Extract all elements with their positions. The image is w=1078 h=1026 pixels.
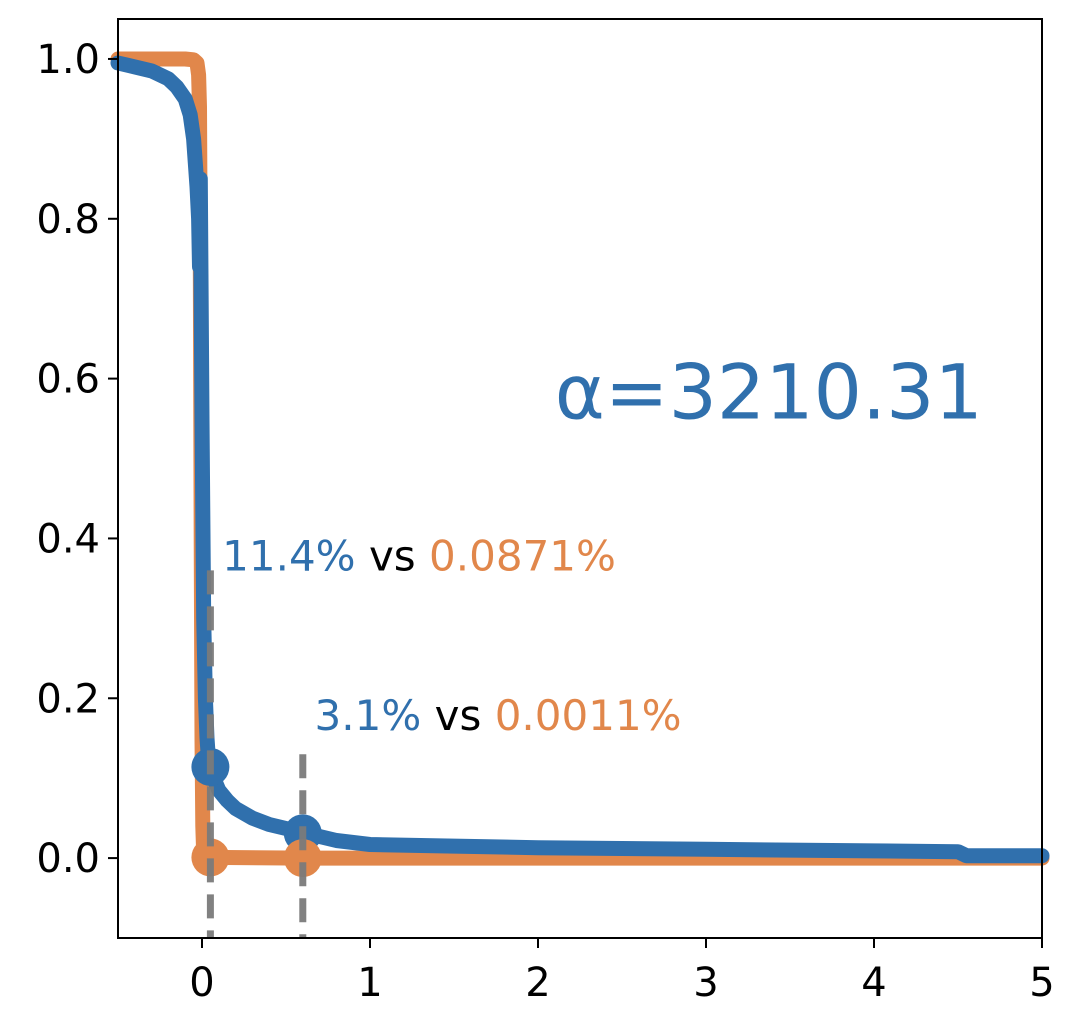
y-tick-label-0: 0.0 bbox=[36, 836, 100, 882]
alpha-label: α=3210.31 bbox=[555, 348, 983, 437]
y-tick-label-5: 1.0 bbox=[36, 37, 100, 83]
x-tick-label-2: 2 bbox=[525, 960, 550, 1006]
annotation-blue-value: 3.1% bbox=[315, 691, 422, 740]
annotation-layer: 11.4% vs 0.0871% 3.1% vs 0.0011% α=3210.31 bbox=[222, 348, 983, 741]
plot-frame bbox=[117, 18, 1043, 939]
y-tick-label-1: 0.2 bbox=[36, 676, 100, 722]
data-point-marker-3 bbox=[283, 839, 322, 878]
y-tick-label-4: 0.8 bbox=[36, 197, 100, 243]
annotation-orange-value: 0.0871% bbox=[429, 531, 616, 580]
y-tick-label-3: 0.6 bbox=[36, 357, 100, 403]
annotation-orange-value: 0.0011% bbox=[495, 691, 682, 740]
x-tick-label-4: 4 bbox=[861, 960, 886, 1006]
data-point-marker-2 bbox=[191, 838, 230, 877]
series-line-1 bbox=[110, 51, 1050, 866]
annotation-blue-value: 11.4% bbox=[222, 531, 355, 580]
x-axis: 0 1 2 3 4 5 bbox=[189, 938, 1055, 1006]
annotation-vs: vs bbox=[356, 531, 429, 580]
y-axis: 0.0 0.2 0.4 0.6 0.8 1.0 bbox=[36, 37, 118, 882]
annotation-0: 11.4% vs 0.0871% bbox=[222, 531, 616, 580]
plot-area-background bbox=[118, 19, 1042, 938]
x-tick-label-5: 5 bbox=[1029, 960, 1054, 1006]
y-tick-label-2: 0.4 bbox=[36, 516, 100, 562]
annotation-1: 3.1% vs 0.0011% bbox=[315, 691, 682, 740]
x-tick-label-1: 1 bbox=[357, 960, 382, 1006]
x-tick-label-0: 0 bbox=[189, 960, 214, 1006]
vline-layer bbox=[206, 570, 307, 938]
x-tick-label-3: 3 bbox=[693, 960, 718, 1006]
annotation-vs: vs bbox=[421, 691, 494, 740]
